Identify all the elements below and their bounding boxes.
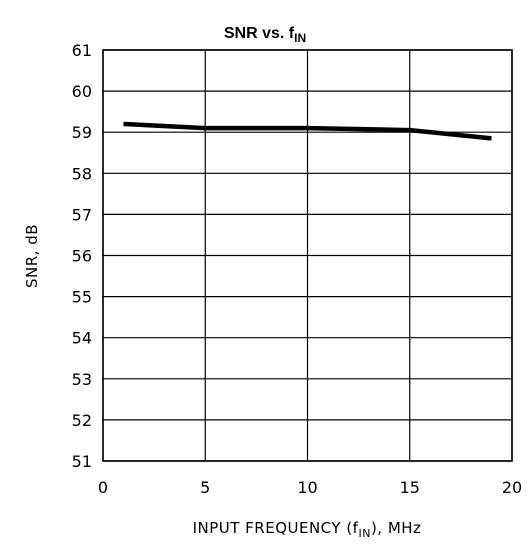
y-tick-label: 53: [72, 370, 92, 389]
x-tick-label: 20: [502, 478, 522, 497]
y-axis-label: SNR, dB: [23, 224, 41, 288]
x-tick-label: 0: [98, 478, 108, 497]
x-axis-label-subscript: IN: [358, 527, 370, 540]
chart-title: SNR vs. fIN: [224, 25, 306, 45]
plot-border: [102, 49, 513, 462]
chart-title-subscript: IN: [294, 31, 306, 45]
x-axis-label: INPUT FREQUENCY (fIN), MHz: [193, 519, 422, 540]
y-tick-label: 59: [72, 123, 92, 142]
y-tick-label: 54: [72, 329, 92, 348]
y-tick-label: 57: [72, 205, 92, 224]
y-tick-label: 58: [72, 164, 92, 183]
x-tick-label: 5: [200, 478, 210, 497]
y-tick-label: 60: [72, 82, 92, 101]
y-tick-label: 61: [72, 41, 92, 60]
chart-title-main: SNR vs. f: [224, 25, 295, 42]
y-tick-label: 55: [72, 288, 92, 307]
x-axis-label-prefix: INPUT FREQUENCY (f: [193, 519, 359, 537]
snr-series-line: [123, 121, 492, 141]
x-tick-label: 15: [400, 478, 420, 497]
x-axis-label-suffix: ), MHz: [371, 519, 421, 537]
y-tick-label: 51: [72, 452, 92, 471]
y-tick-label: 56: [72, 247, 92, 266]
x-tick-label: 10: [297, 478, 317, 497]
y-tick-label: 52: [72, 411, 92, 430]
